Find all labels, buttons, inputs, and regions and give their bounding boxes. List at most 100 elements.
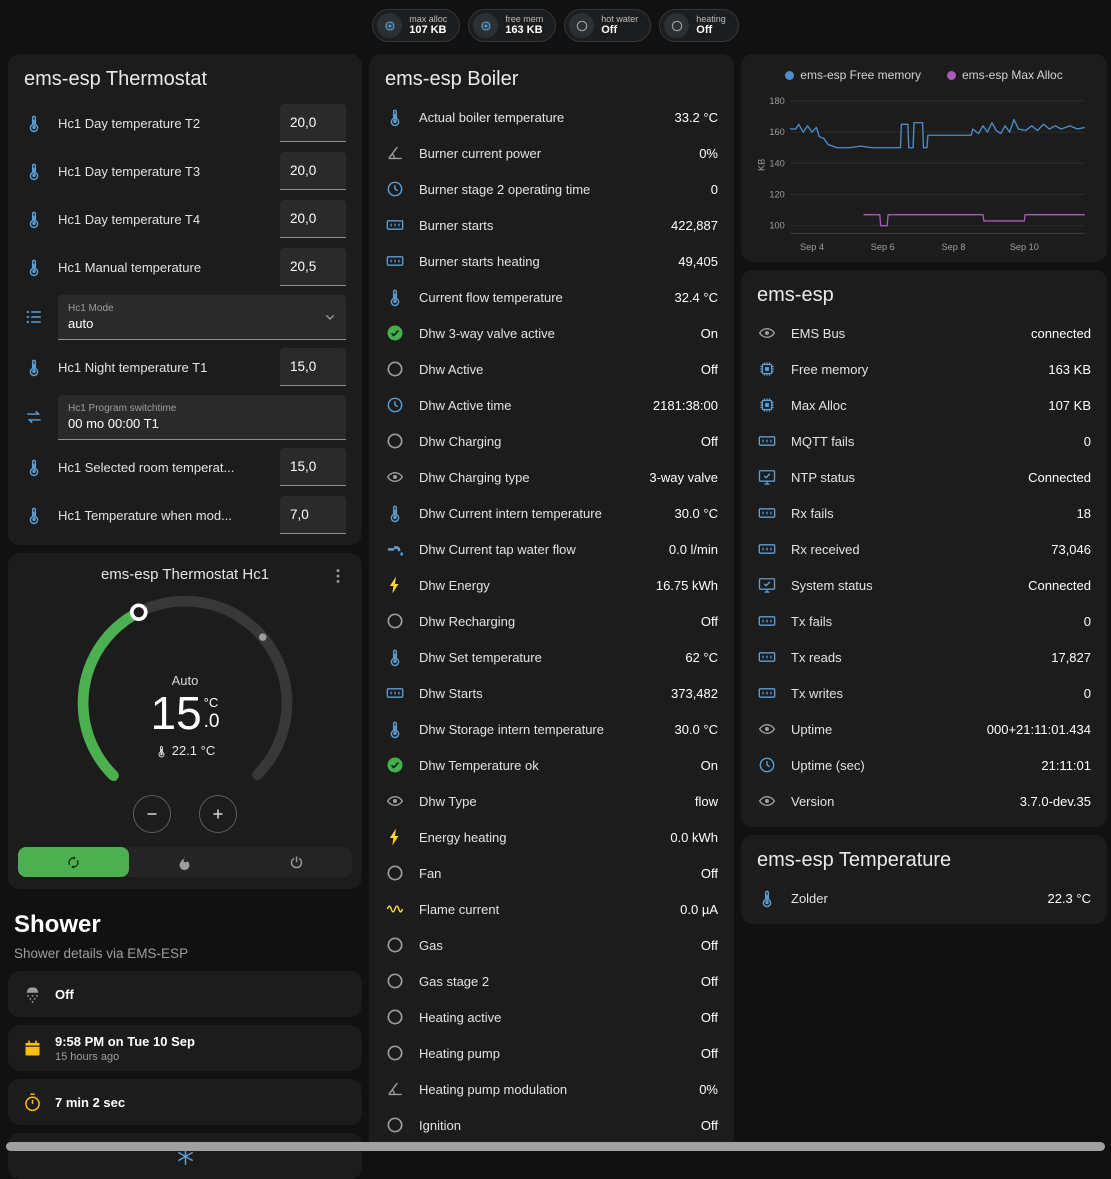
legend-label: ems-esp Free memory (800, 68, 921, 82)
entity-row[interactable]: Ignition Off (369, 1107, 734, 1143)
svg-text:Sep 8: Sep 8 (941, 242, 965, 252)
entity-row[interactable]: Tx fails 0 (741, 603, 1107, 639)
entity-row[interactable]: Version 3.7.0-dev.35 (741, 783, 1107, 819)
entity-row[interactable]: Uptime (sec) 21:11:01 (741, 747, 1107, 783)
horizontal-scrollbar[interactable] (6, 1142, 1105, 1151)
entity-row[interactable]: Heating active Off (369, 999, 734, 1035)
entity-row[interactable]: Dhw Starts 373,482 (369, 675, 734, 711)
number-input[interactable]: 20,0 (280, 200, 346, 238)
dots-vertical-icon[interactable] (328, 566, 348, 586)
number-input[interactable]: 20,0 (280, 104, 346, 142)
hvac-mode-button[interactable] (18, 847, 130, 877)
hvac-mode-button[interactable] (241, 847, 352, 877)
entity-row[interactable]: Hc1 Manual temperature 20,5 (8, 243, 362, 291)
entity-row[interactable]: Tx writes 0 (741, 675, 1107, 711)
entity-row[interactable]: Burner starts 422,887 (369, 207, 734, 243)
entity-row[interactable]: Actual boiler temperature 33.2 °C (369, 99, 734, 135)
entity-row[interactable]: Rx fails 18 (741, 495, 1107, 531)
entity-name: Heating active (419, 1009, 502, 1025)
thermometer-icon (385, 107, 405, 127)
shower-info-card[interactable]: 7 min 2 sec (8, 1079, 362, 1125)
entity-row[interactable]: Uptime 000+21:11:01.434 (741, 711, 1107, 747)
hvac-mode-button[interactable] (129, 847, 240, 877)
entity-row[interactable]: Dhw Set temperature 62 °C (369, 639, 734, 675)
entity-row[interactable]: Dhw Active time 2181:38:00 (369, 387, 734, 423)
entity-row[interactable]: NTP status Connected (741, 459, 1107, 495)
memory-history-chart-card: ems-esp Free memory ems-esp Max Alloc 10… (741, 54, 1107, 262)
status-chip[interactable]: max alloc 107 KB (372, 9, 461, 42)
entity-value: Off (700, 973, 718, 989)
entity-row[interactable]: Hc1 Day temperature T3 20,0 (8, 147, 362, 195)
decrease-temperature-button[interactable] (133, 795, 171, 833)
thermostat-dial[interactable]: Auto 15 °C .0 22.1 °C (8, 585, 362, 837)
number-input[interactable]: 20,0 (280, 152, 346, 190)
entity-row[interactable]: Dhw Type flow (369, 783, 734, 819)
chip-icon-circle (664, 13, 690, 38)
entity-row[interactable]: Fan Off (369, 855, 734, 891)
entity-row[interactable]: Hc1 Temperature when mod... 7,0 (8, 491, 362, 539)
entity-row[interactable]: Rx received 73,046 (741, 531, 1107, 567)
field-value: 00 mo 00:00 T1 (68, 415, 159, 431)
entity-row[interactable]: Dhw 3-way valve active On (369, 315, 734, 351)
legend-item[interactable]: ems-esp Max Alloc (947, 68, 1063, 82)
entity-row[interactable]: Dhw Charging type 3-way valve (369, 459, 734, 495)
entity-row[interactable]: Dhw Energy 16.75 kWh (369, 567, 734, 603)
entity-row[interactable]: Hc1 Selected room temperat... 15,0 (8, 443, 362, 491)
entity-row[interactable]: Tx reads 17,827 (741, 639, 1107, 675)
entity-row[interactable]: Burner current power 0% (369, 135, 734, 171)
entity-row[interactable]: Energy heating 0.0 kWh (369, 819, 734, 855)
entity-value: 0% (699, 1081, 718, 1097)
cold-water-card[interactable] (8, 1133, 362, 1179)
status-chip[interactable]: heating Off (659, 9, 739, 42)
counter-icon (757, 539, 777, 559)
legend-item[interactable]: ems-esp Free memory (785, 68, 921, 82)
entity-row[interactable]: Dhw Recharging Off (369, 603, 734, 639)
status-chip[interactable]: free mem 163 KB (468, 9, 557, 42)
increase-temperature-button[interactable] (199, 795, 237, 833)
entity-row[interactable]: Burner stage 2 operating time 0 (369, 171, 734, 207)
number-input[interactable]: 15,0 (280, 448, 346, 486)
entity-row[interactable]: Dhw Temperature ok On (369, 747, 734, 783)
entity-row[interactable]: Hc1 Day temperature T4 20,0 (8, 195, 362, 243)
entity-row[interactable]: Dhw Current intern temperature 30.0 °C (369, 495, 734, 531)
minus-icon (143, 805, 161, 823)
entity-row[interactable]: EMS Bus connected (741, 315, 1107, 351)
memory-history-chart[interactable]: 100 120 140 160 180 Sep 4 Sep 6 Sep 8 Sep 10 KB (751, 86, 1097, 258)
entity-row[interactable]: Heating pump Off (369, 1035, 734, 1071)
flash-icon (385, 575, 405, 595)
entity-row[interactable]: Dhw Charging Off (369, 423, 734, 459)
entity-row[interactable]: Dhw Active Off (369, 351, 734, 387)
shower-info-card[interactable]: 9:58 PM on Tue 10 Sep 15 hours ago (8, 1025, 362, 1071)
dial-setpoint-knob[interactable] (129, 603, 148, 622)
entity-row[interactable]: Current flow temperature 32.4 °C (369, 279, 734, 315)
entity-row[interactable]: System status Connected (741, 567, 1107, 603)
entity-value: 2181:38:00 (652, 397, 718, 413)
entity-value: 62 °C (685, 649, 718, 665)
circle-icon (385, 359, 405, 379)
shower-info-card[interactable]: Off (8, 971, 362, 1017)
entity-row[interactable]: Dhw Storage intern temperature 30.0 °C (369, 711, 734, 747)
status-chip[interactable]: hot water Off (564, 9, 652, 42)
entity-row[interactable]: Burner starts heating 49,405 (369, 243, 734, 279)
chevron-down-icon[interactable] (322, 309, 338, 325)
number-input[interactable]: 7,0 (280, 496, 346, 534)
entity-row[interactable]: Dhw Current tap water flow 0.0 l/min (369, 531, 734, 567)
number-input[interactable]: 15,0 (280, 348, 346, 386)
entity-row[interactable]: MQTT fails 0 (741, 423, 1107, 459)
entity-row[interactable]: Heating pump modulation 0% (369, 1071, 734, 1107)
number-input[interactable]: 20,5 (280, 248, 346, 286)
chip-value: 107 KB (409, 24, 447, 37)
entity-value: 0 (1083, 613, 1091, 629)
entity-name: Heating pump (419, 1045, 500, 1061)
hc1-mode-select[interactable]: Hc1 Mode auto (58, 294, 346, 340)
entity-row[interactable]: Gas Off (369, 927, 734, 963)
hc1-program-switchtime-input[interactable]: Hc1 Program switchtime 00 mo 00:00 T1 (58, 394, 346, 440)
entity-row[interactable]: Hc1 Day temperature T2 20,0 (8, 99, 362, 147)
entity-row[interactable]: Hc1 Night temperature T1 15,0 (8, 343, 362, 391)
entity-row[interactable]: Max Alloc 107 KB (741, 387, 1107, 423)
entity-row[interactable]: Flame current 0.0 µA (369, 891, 734, 927)
entity-row[interactable]: Zolder 22.3 °C (741, 880, 1107, 916)
entity-row[interactable]: Free memory 163 KB (741, 351, 1107, 387)
entity-row[interactable]: Gas stage 2 Off (369, 963, 734, 999)
entity-value: 0% (699, 145, 718, 161)
